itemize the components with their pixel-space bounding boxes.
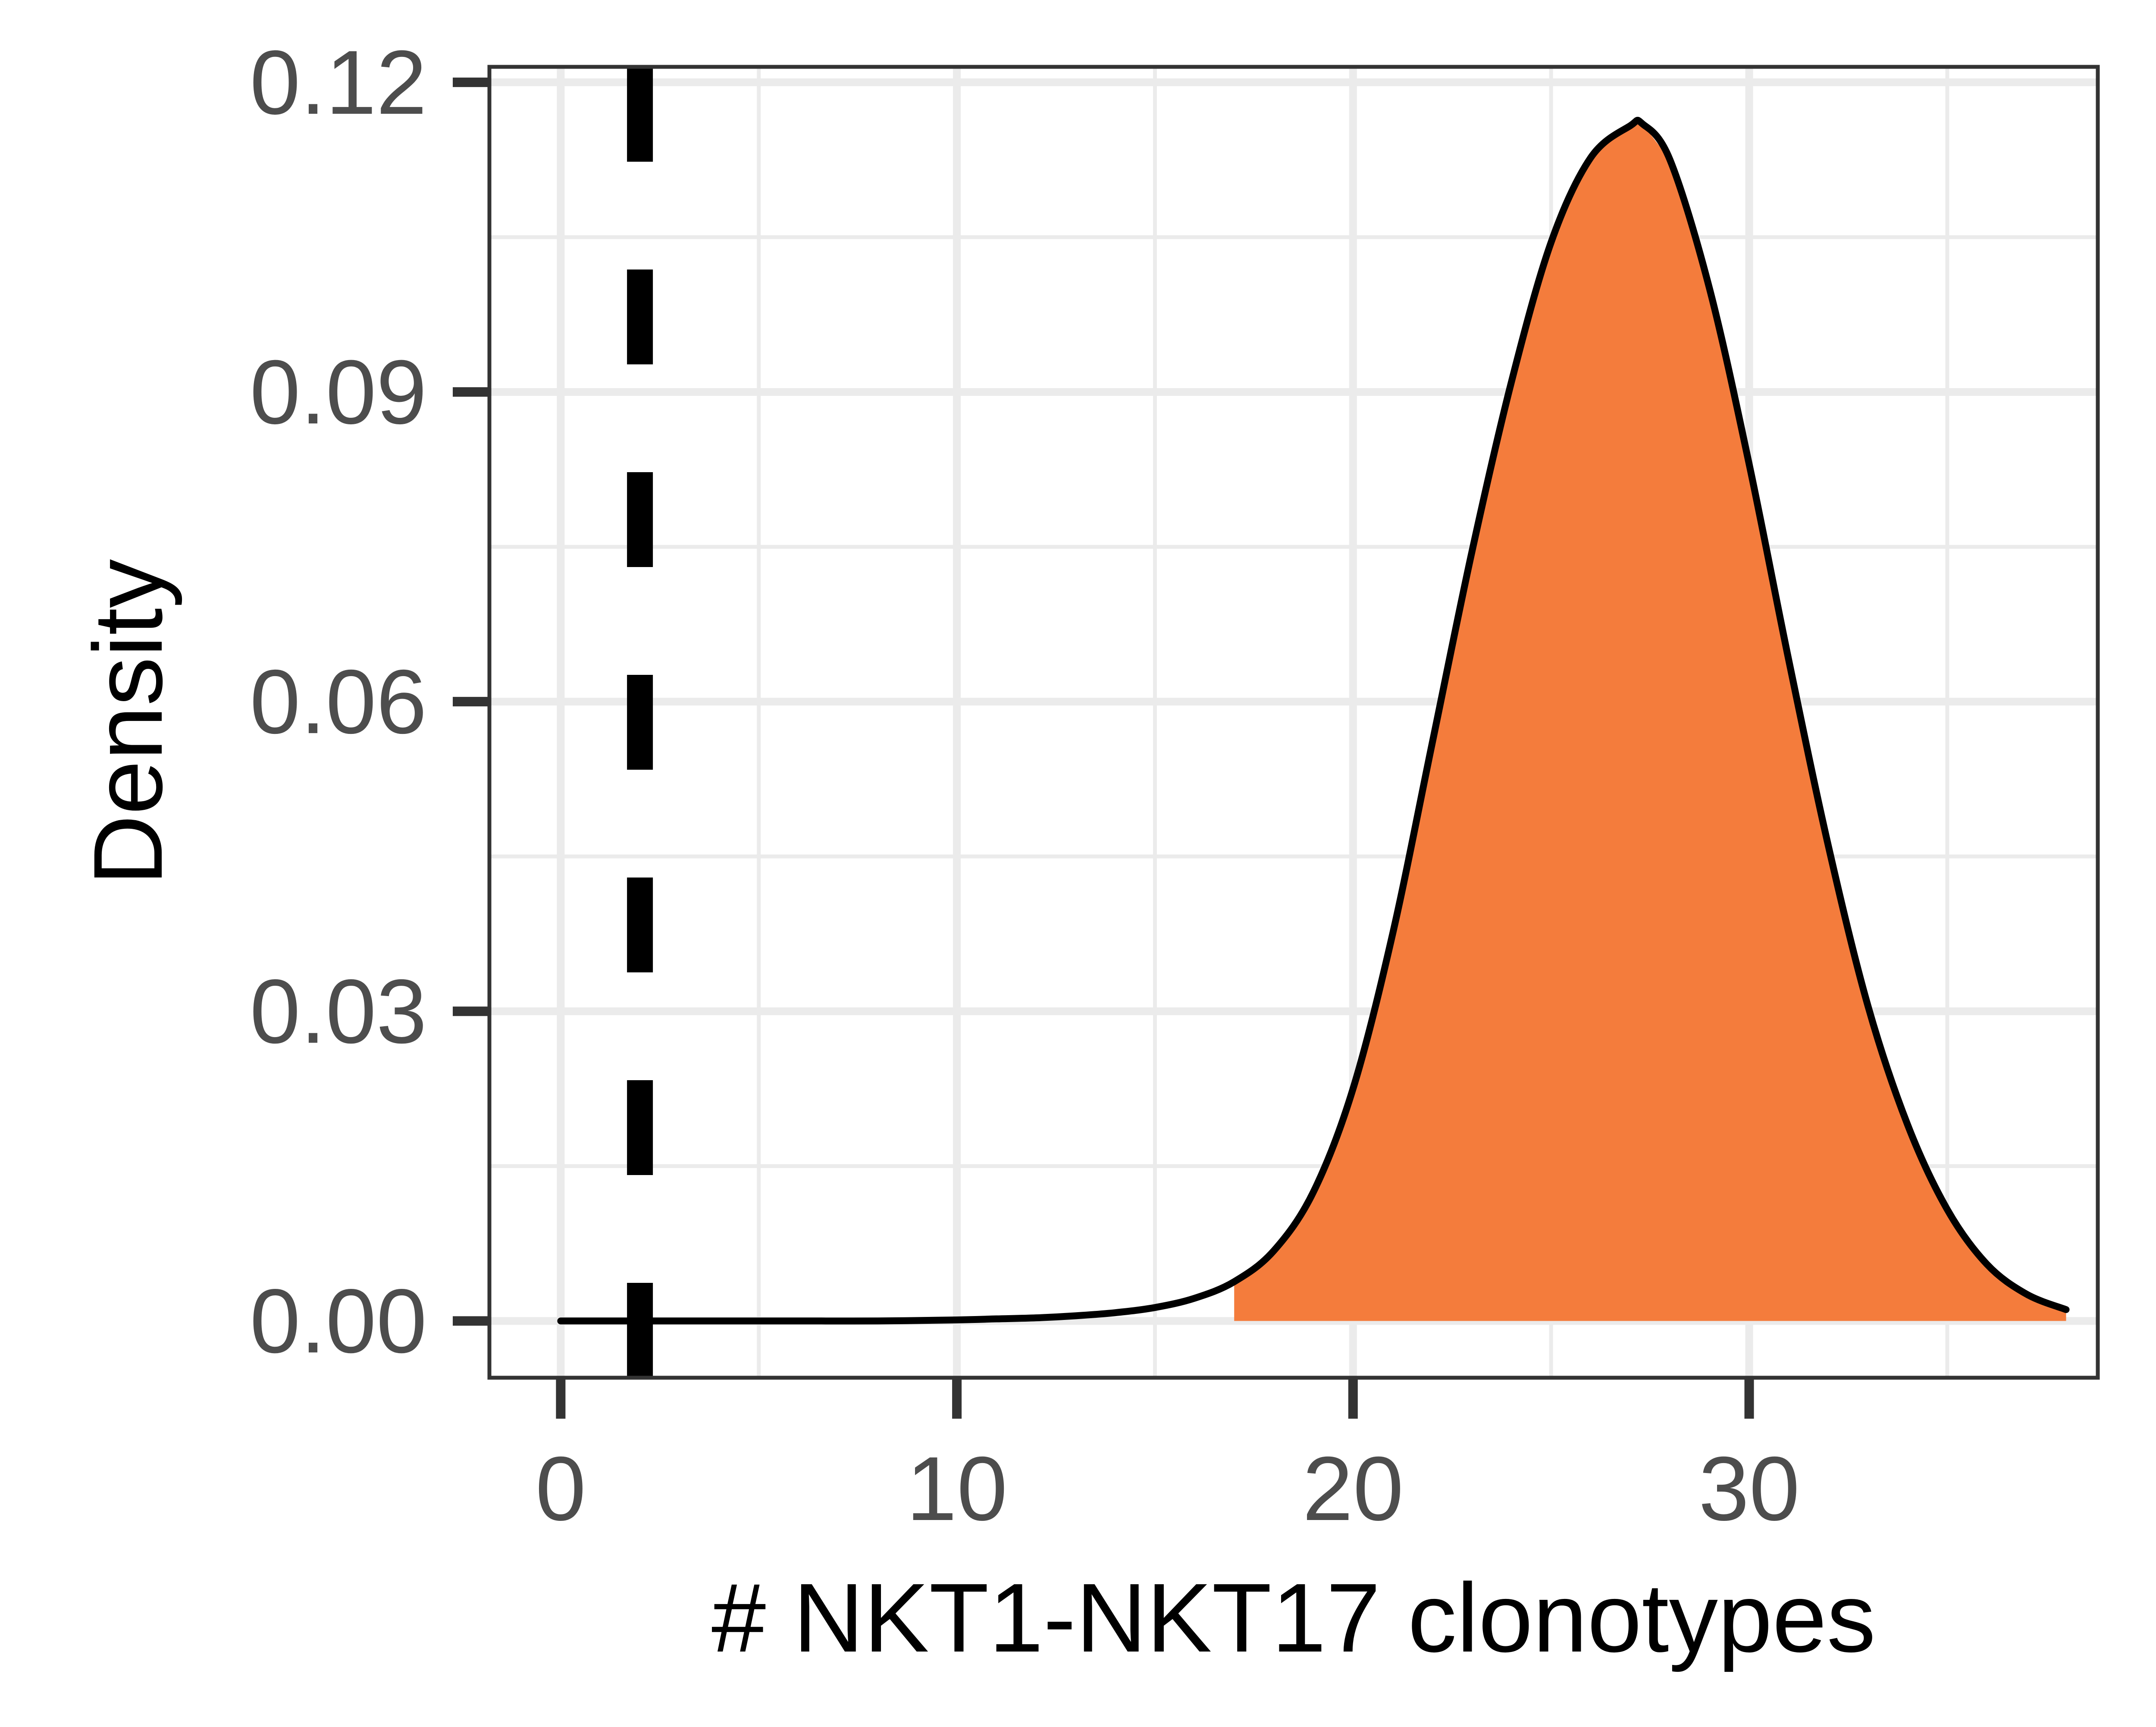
y-tick-label: 0.03: [250, 960, 427, 1062]
tick-labels: 0 10 20 30 0.00 0.03 0.06 0.09 0.12: [250, 31, 1800, 1539]
x-axis-title: # NKT1-NKT17 clonotypes: [711, 1564, 1876, 1673]
axis-ticks: [453, 77, 1754, 1419]
x-tick-label: 10: [906, 1438, 1008, 1539]
x-tick-label: 20: [1302, 1438, 1404, 1539]
density-area-0: [1234, 123, 2066, 1321]
density-line-0: [557, 116, 2070, 1325]
y-tick-label: 0.09: [250, 341, 427, 443]
panel-border: [487, 65, 2100, 1380]
x-tick-label: 30: [1698, 1438, 1800, 1539]
y-tick-label: 0.00: [250, 1270, 427, 1372]
density-fill-layer: [1234, 123, 2066, 1321]
density-line-layer: [557, 116, 2070, 1325]
y-axis-title: Density: [74, 559, 183, 885]
y-tick-label: 0.06: [250, 651, 427, 752]
x-tick-label: 0: [536, 1438, 586, 1539]
y-tick-label: 0.12: [250, 31, 427, 133]
